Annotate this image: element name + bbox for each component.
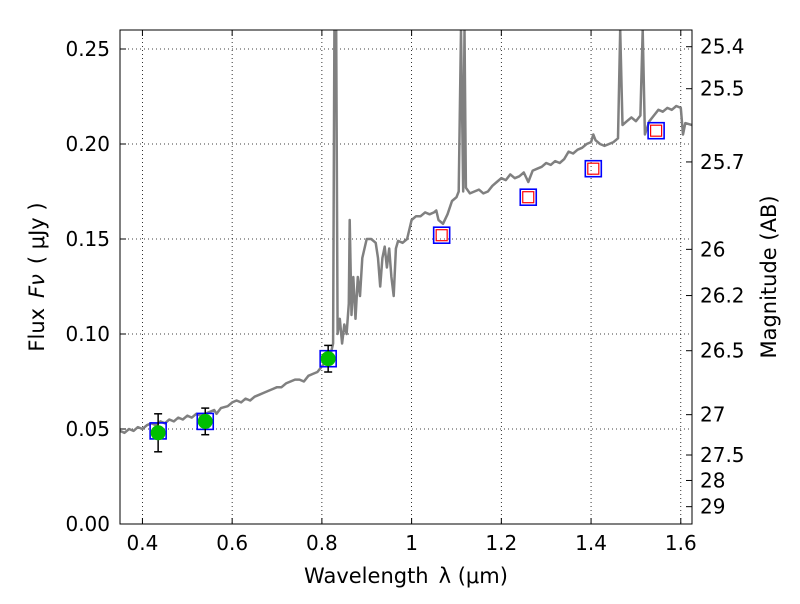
y-axis-label-main: Flux: [25, 308, 49, 352]
x-tick-label: 1.6: [665, 531, 697, 555]
y-tick-label: 0.10: [65, 322, 110, 346]
mag-tick-label: 26.2: [700, 284, 745, 308]
upper-limit-box: [522, 191, 535, 204]
x-tick-label: 1.2: [485, 531, 517, 555]
mag-tick-label: 29: [700, 495, 725, 519]
x-tick-label: 0.8: [306, 531, 338, 555]
y-tick-label: 0.25: [65, 37, 110, 61]
x-axis-label-main: Wavelength: [304, 564, 429, 588]
y-axis-label: Flux Fν ( μJy ): [25, 202, 49, 351]
mag-tick-label: 26.5: [700, 339, 745, 363]
upper-limit-box: [587, 162, 600, 175]
mag-tick-label: 27: [700, 403, 725, 427]
y-tick-label: 0.05: [65, 417, 110, 441]
plot-area: [120, 30, 692, 453]
x-tick-label: 1: [405, 531, 418, 555]
y-axis-label-unit: ( μJy ): [25, 202, 49, 264]
x-axis-label: Wavelength λ (μm): [304, 564, 508, 588]
y-tick-label: 0.15: [65, 227, 110, 251]
detection-point: [197, 413, 213, 429]
x-tick-label: 0.6: [216, 531, 248, 555]
model-photometry-box: [647, 121, 665, 140]
upper-limit-box: [650, 124, 663, 137]
y-tick-label: 0.00: [65, 512, 110, 536]
mag-tick-label: 27.5: [700, 443, 745, 467]
ticks: 0.4 0.6 0.8 1 1.2 1.4 1.6 0.00 0.05 0.10 0.15 0.20 0…: [65, 30, 745, 555]
grid-lines: [120, 30, 692, 524]
model-photometry-box: [432, 226, 451, 244]
mag-tick-label: 25.4: [700, 35, 745, 59]
model-photometry-box: [519, 188, 538, 206]
model-photometry-box: [584, 159, 603, 178]
y-tick-label: 0.20: [65, 132, 110, 156]
mag-tick-label: 25.7: [700, 150, 745, 174]
x-tick-label: 0.4: [127, 531, 159, 555]
mag-tick-label: 26: [700, 237, 725, 261]
y-axis-label-symbol: Fν: [25, 274, 49, 298]
detection-point: [150, 425, 166, 441]
spectrum-line: [120, 30, 692, 435]
mag-tick-label: 28: [700, 468, 725, 492]
mag-tick-label: 25.5: [700, 77, 745, 101]
x-axis-label-symbol: λ (μm): [439, 564, 508, 588]
y2-axis-label: Magnitude (AB): [757, 195, 781, 358]
x-tick-label: 1.4: [575, 531, 607, 555]
upper-limit-box: [435, 229, 448, 242]
detection-point: [320, 351, 336, 367]
axes-frame: [119, 29, 693, 525]
